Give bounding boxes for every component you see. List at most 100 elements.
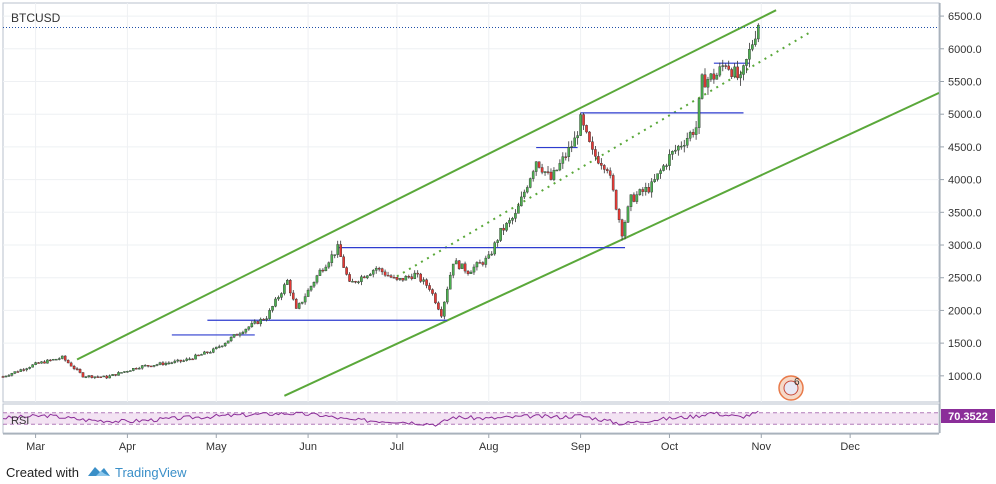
candle [463,261,467,274]
candle [241,330,245,335]
candle [626,205,630,224]
candle [573,131,576,147]
candle [268,308,271,320]
candle [653,173,656,183]
candle [608,167,612,179]
y-tick-label: 4000.0 [948,175,982,187]
candle [46,359,49,364]
candle [200,353,203,356]
time-axis[interactable] [3,434,939,458]
candle [600,158,603,170]
candle [422,277,425,285]
candle [214,346,218,350]
candle [167,361,171,365]
candle [60,355,64,360]
candle [197,354,200,357]
candle [440,306,443,319]
candle [226,340,230,344]
candle [283,282,286,296]
candle [733,63,736,79]
candle [111,374,114,376]
candle [63,355,67,362]
candle [90,375,94,379]
candle [389,274,393,279]
candle [120,372,123,374]
candle [146,365,150,368]
candle [502,224,505,235]
candle [351,278,354,283]
tradingview-logo-icon[interactable] [87,464,111,481]
x-tick-label: Nov [751,441,771,453]
candle [437,301,440,311]
candle [668,149,671,171]
candle [247,326,251,331]
candle [277,295,280,301]
candle [318,268,322,276]
candle [591,136,594,155]
candle [25,367,28,372]
candle [262,318,265,321]
candle [629,194,633,212]
candle [238,331,242,338]
candle [377,266,381,272]
candle [644,182,648,196]
candle [398,278,402,281]
candle [220,345,224,348]
candle [143,364,147,367]
candle [16,370,20,373]
candle [594,146,597,161]
candle [700,73,704,100]
candle [81,372,85,378]
y-tick-label: 2500.0 [948,273,982,285]
time-axis-ticks: Mar Apr May Jun Jul Aug Sep Oct Nov Dec [26,434,860,453]
candle [194,353,197,360]
middle-channel [396,32,810,278]
candle [721,59,725,72]
x-tick-label: Jun [299,441,317,453]
tradingview-link[interactable]: TradingView [114,464,187,480]
candle [745,58,748,74]
candle [117,371,120,376]
price-pane[interactable] [2,2,940,403]
candle [265,316,268,322]
candle [363,275,366,279]
candle [158,361,162,366]
candle [617,207,621,223]
y-tick-label: 1000.0 [948,371,982,383]
candle [274,297,277,308]
candle [677,144,680,156]
btcusd-chart[interactable]: BTCUSD 1000.0 1500.0 2000.0 2500.0 3000.0 350… [0,0,996,460]
candle [567,141,571,162]
candle [300,301,304,305]
flag-badge-icon[interactable]: 6 [778,375,804,401]
candle [736,60,739,81]
candle [546,165,550,175]
candle [602,164,606,174]
price-axis-ticks: 1000.0 1500.0 2000.0 2500.0 3000.0 3500.0 4000… [940,11,982,383]
candle [395,276,399,282]
candle [662,163,665,172]
candle [99,376,103,379]
candle [96,375,100,378]
candle [339,240,342,257]
candle [152,365,156,368]
candle [360,274,363,286]
candle [43,360,46,364]
candle [102,375,106,378]
candle [149,365,153,368]
candle [182,359,185,363]
candle [345,266,348,276]
candle [336,240,340,258]
candle [123,371,126,373]
candle [315,274,319,285]
y-tick-label: 5000.0 [948,109,982,121]
candle [528,177,532,189]
x-tick-label: Dec [840,441,860,453]
candle [457,259,461,270]
candle [134,367,138,370]
price-axis[interactable] [940,3,996,402]
candle [297,302,301,310]
candle [585,124,588,134]
candle [540,163,544,175]
candle [605,167,609,174]
